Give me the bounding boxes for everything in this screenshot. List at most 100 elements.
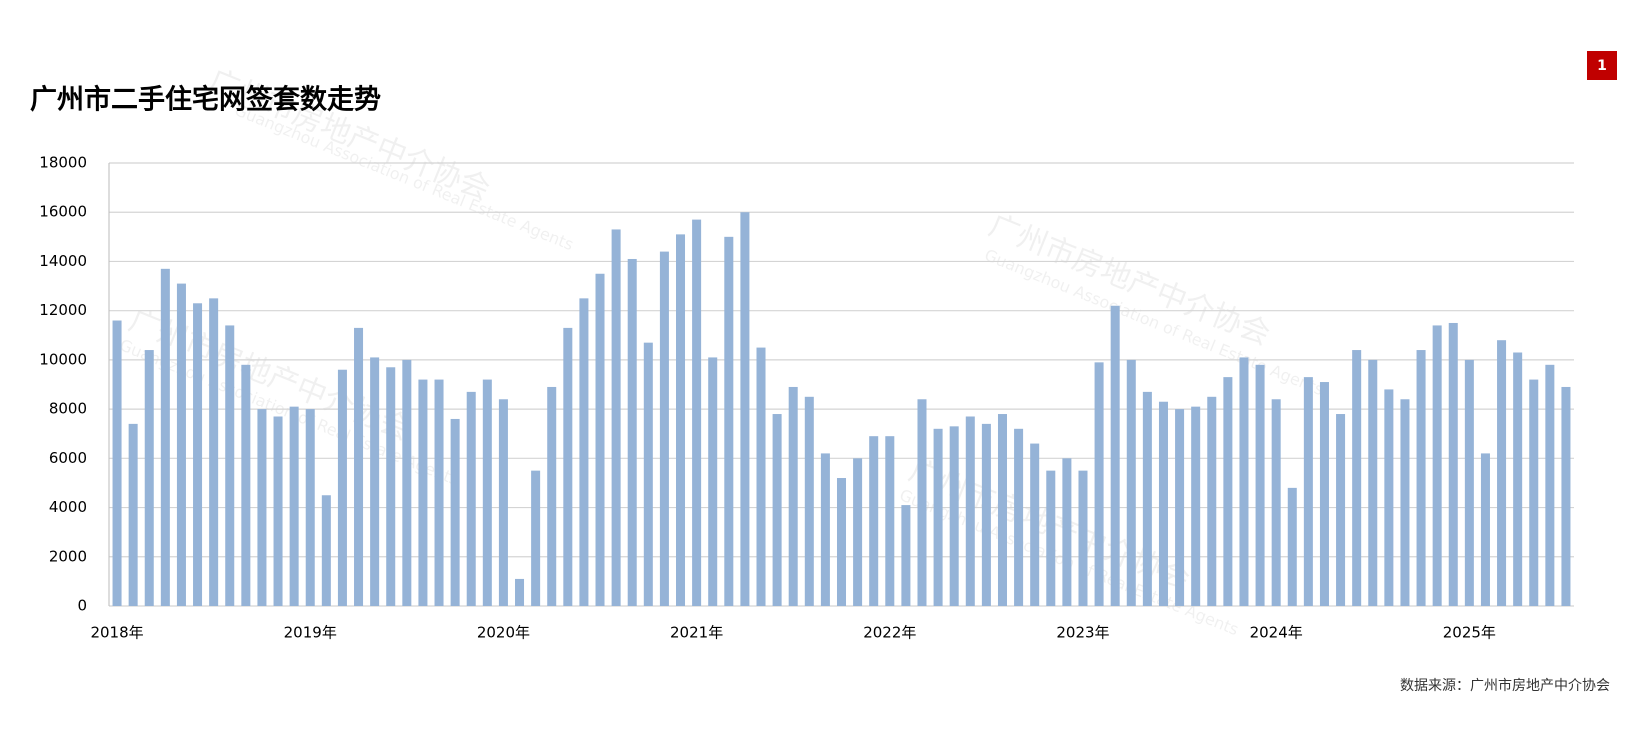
x-tick-label: 2023年 xyxy=(1056,624,1109,642)
bar xyxy=(836,478,847,606)
bar xyxy=(595,273,605,606)
bar xyxy=(1126,359,1136,606)
bar xyxy=(756,347,766,606)
bar xyxy=(176,283,186,606)
y-tick-label: 18000 xyxy=(39,154,87,172)
bar xyxy=(160,268,170,606)
bar xyxy=(563,327,573,606)
bar xyxy=(901,505,911,606)
x-tick-label: 2019年 xyxy=(284,624,337,642)
bar xyxy=(418,379,428,606)
x-tick-label: 2020年 xyxy=(477,624,530,642)
bar xyxy=(1497,340,1507,606)
bar xyxy=(1513,352,1523,606)
bar xyxy=(466,391,476,606)
bar xyxy=(1416,350,1426,606)
bar xyxy=(1239,357,1249,606)
bar xyxy=(354,327,364,606)
bar xyxy=(1175,409,1185,606)
bar xyxy=(1448,322,1458,606)
bar xyxy=(1529,379,1539,606)
bar xyxy=(498,399,508,606)
bar xyxy=(209,298,219,606)
bar xyxy=(853,458,863,606)
bar xyxy=(1046,470,1056,606)
bar xyxy=(1078,470,1088,606)
y-tick-label: 4000 xyxy=(49,498,87,516)
bar xyxy=(708,357,718,606)
bar xyxy=(724,236,734,607)
bar xyxy=(804,396,814,606)
bar xyxy=(402,359,412,606)
bar xyxy=(321,495,331,606)
y-tick-label: 6000 xyxy=(49,449,87,467)
bar xyxy=(112,320,122,606)
bar xyxy=(1545,364,1555,606)
bar xyxy=(820,453,830,606)
bar xyxy=(1158,401,1168,606)
page-badge xyxy=(1587,51,1617,80)
bar xyxy=(1432,325,1442,606)
bar xyxy=(144,350,154,606)
page-number: 1 xyxy=(1597,58,1607,74)
bar xyxy=(659,251,669,606)
bar xyxy=(1561,386,1571,606)
bar xyxy=(933,428,943,606)
bar xyxy=(1271,399,1281,606)
bar xyxy=(1030,443,1040,606)
bar xyxy=(1336,414,1346,606)
bar xyxy=(1384,389,1394,606)
y-tick-label: 10000 xyxy=(39,350,87,368)
bar xyxy=(1191,406,1201,606)
bar xyxy=(981,423,991,606)
x-tick-label: 2022年 xyxy=(863,624,916,642)
bar xyxy=(1207,396,1217,606)
bar xyxy=(128,423,138,606)
bar xyxy=(193,303,203,606)
bar xyxy=(257,409,267,606)
bar xyxy=(337,369,347,606)
bar xyxy=(997,414,1007,606)
bar xyxy=(305,409,315,606)
bar xyxy=(241,364,251,606)
bar xyxy=(1303,377,1313,606)
bar xyxy=(740,212,750,606)
bar xyxy=(579,298,589,606)
bar xyxy=(917,399,927,606)
x-tick-label: 2025年 xyxy=(1443,624,1496,642)
bar xyxy=(531,470,541,606)
bar xyxy=(386,367,396,606)
bar xyxy=(1480,453,1490,606)
bar xyxy=(692,219,702,606)
bar xyxy=(450,418,460,606)
bar xyxy=(1368,359,1378,606)
bar xyxy=(1319,382,1329,606)
y-tick-label: 14000 xyxy=(39,252,87,270)
bar xyxy=(1400,399,1410,606)
y-tick-label: 8000 xyxy=(49,400,87,418)
source: 数据来源：广州市房地产中介协会 xyxy=(1400,677,1610,694)
bar xyxy=(1142,391,1152,606)
x-tick-label: 2021年 xyxy=(670,624,723,642)
x-tick-label: 2018年 xyxy=(90,624,143,642)
bar xyxy=(370,357,380,606)
bar xyxy=(1287,487,1297,606)
watermark: Guangzhou Association of Real Estate Age… xyxy=(982,245,1327,399)
bar xyxy=(547,386,557,606)
watermark: Guangzhou Association of Real Estate Age… xyxy=(232,100,577,254)
bar xyxy=(1464,359,1474,606)
bar xyxy=(1255,364,1265,606)
x-tick-label: 2024年 xyxy=(1250,624,1303,642)
bar xyxy=(289,406,299,606)
bar xyxy=(772,414,782,606)
bar xyxy=(885,436,895,606)
y-tick-label: 16000 xyxy=(39,203,87,221)
bar xyxy=(482,379,492,606)
y-tick-label: 12000 xyxy=(39,301,87,319)
bar xyxy=(627,258,637,606)
bar xyxy=(1352,350,1362,606)
bar xyxy=(1062,458,1072,606)
y-tick-label: 2000 xyxy=(49,547,87,565)
bar xyxy=(676,234,686,606)
